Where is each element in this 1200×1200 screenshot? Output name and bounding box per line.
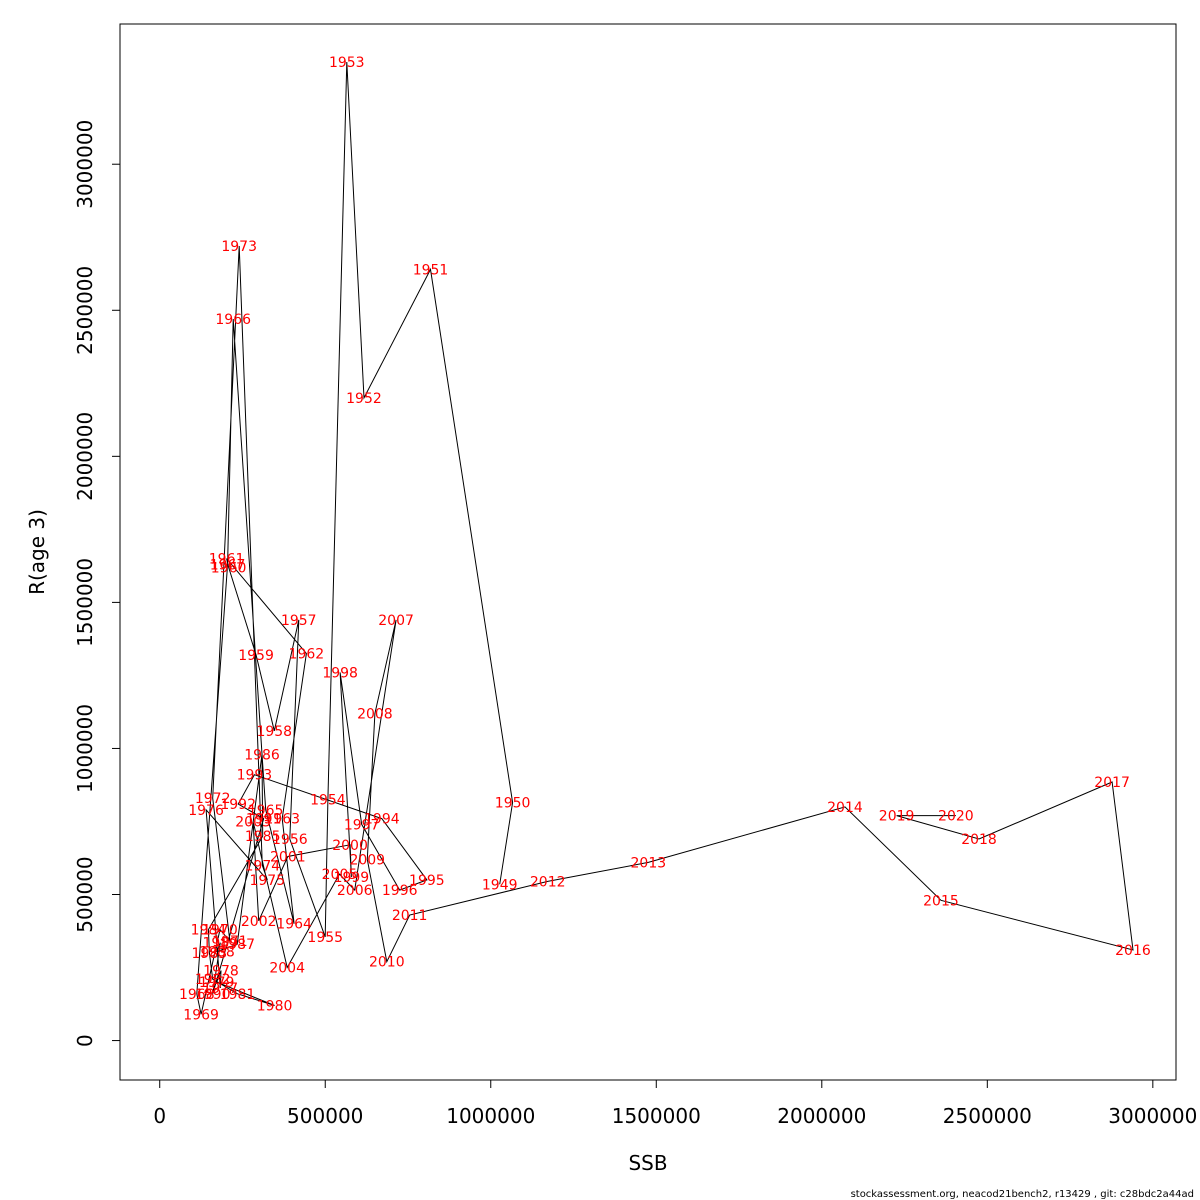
y-tick-label: 1000000 — [73, 704, 97, 793]
year-label-1993: 1993 — [237, 768, 273, 784]
year-label-1990: 1990 — [195, 987, 231, 1003]
y-tick-label: 500000 — [73, 856, 97, 932]
year-label-1959: 1959 — [238, 648, 274, 664]
year-label-2016: 2016 — [1115, 943, 1151, 959]
year-label-2001: 2001 — [270, 850, 306, 866]
year-label-2008: 2008 — [357, 706, 393, 722]
year-label-1963: 1963 — [264, 812, 300, 828]
year-label-1997: 1997 — [344, 817, 380, 833]
year-label-1956: 1956 — [272, 832, 308, 848]
year-label-1984: 1984 — [191, 923, 227, 939]
year-label-1960: 1960 — [211, 560, 247, 576]
year-label-1964: 1964 — [276, 917, 312, 933]
year-label-1958: 1958 — [256, 724, 292, 740]
year-label-1975: 1975 — [249, 873, 285, 889]
y-tick-label: 3000000 — [73, 120, 97, 209]
year-label-1973: 1973 — [221, 239, 257, 255]
year-label-1961: 1961 — [209, 552, 245, 568]
year-label-1996: 1996 — [382, 883, 418, 899]
year-label-2015: 2015 — [923, 893, 959, 909]
year-label-1953: 1953 — [329, 55, 365, 71]
x-axis: 0 500000 1000000 1500000 2000000 2500000 30000… — [153, 1079, 1197, 1128]
year-label-2000: 2000 — [332, 838, 368, 854]
year-label-1976: 1976 — [188, 803, 224, 819]
year-label-1955: 1955 — [307, 930, 343, 946]
year-label-1970: 1970 — [202, 923, 238, 939]
year-label-2019: 2019 — [879, 809, 915, 825]
year-label-1969: 1969 — [183, 1007, 219, 1023]
year-label-1986: 1986 — [244, 747, 280, 763]
x-tick-label: 2000000 — [777, 1104, 866, 1128]
year-label-2011: 2011 — [392, 908, 428, 924]
x-tick-label: 500000 — [287, 1104, 363, 1128]
x-axis-title: SSB — [628, 1151, 667, 1175]
year-label-1982: 1982 — [195, 972, 231, 988]
y-axis: 0 500000 1000000 1500000 2000000 2500000 30000… — [73, 120, 121, 1047]
year-label-2018: 2018 — [961, 832, 997, 848]
year-label-1998: 1998 — [322, 665, 358, 681]
year-label-2012: 2012 — [530, 874, 566, 890]
year-label-1972: 1972 — [195, 791, 231, 807]
x-tick-label: 1500000 — [612, 1104, 701, 1128]
footer-text: stockassessment.org, neacod21bench2, r13… — [851, 1189, 1194, 1200]
year-label-2006: 2006 — [337, 883, 373, 899]
year-label-2017: 2017 — [1094, 775, 1130, 791]
year-label-2003: 2003 — [235, 814, 271, 830]
y-tick-label: 2500000 — [73, 266, 97, 355]
year-label-1987: 1987 — [219, 937, 255, 953]
year-label-2014: 2014 — [827, 800, 863, 816]
year-label-1979: 1979 — [199, 975, 235, 991]
year-label-1968: 1968 — [179, 987, 215, 1003]
year-label-1949: 1949 — [482, 877, 518, 893]
year-label-1966: 1966 — [215, 312, 251, 328]
year-label-1992: 1992 — [220, 797, 256, 813]
year-label-1967: 1967 — [210, 557, 246, 573]
x-tick-label: 3000000 — [1108, 1104, 1197, 1128]
year-label-1965: 1965 — [248, 803, 284, 819]
x-tick-label: 1000000 — [446, 1104, 535, 1128]
series-line — [196, 61, 1134, 1015]
year-label-2013: 2013 — [631, 855, 667, 871]
year-label-1954: 1954 — [310, 793, 346, 809]
year-label-1971: 1971 — [212, 934, 248, 950]
year-label-1995: 1995 — [409, 873, 445, 889]
y-tick-label: 2000000 — [73, 412, 97, 501]
year-label-2005: 2005 — [322, 867, 358, 883]
year-label-1952: 1952 — [346, 391, 382, 407]
year-label-1980: 1980 — [257, 999, 293, 1015]
year-label-1981: 1981 — [220, 987, 256, 1003]
y-axis-title: R(age 3) — [25, 509, 49, 595]
year-label-2002: 2002 — [241, 914, 277, 930]
y-tick-label: 0 — [73, 1034, 97, 1047]
year-label-1957: 1957 — [281, 613, 317, 629]
x-tick-label: 2500000 — [943, 1104, 1032, 1128]
y-tick-label: 1500000 — [73, 558, 97, 647]
year-label-1962: 1962 — [289, 647, 325, 663]
year-label-1950: 1950 — [495, 795, 531, 811]
year-label-1999: 1999 — [334, 870, 370, 886]
year-label-1978: 1978 — [203, 963, 239, 979]
year-label-2004: 2004 — [269, 961, 305, 977]
point-labels: 1949 1950 1951 1952 1953 1954 1955 1956 1957 1958… — [179, 55, 1151, 1023]
x-tick-label: 0 — [153, 1104, 166, 1128]
year-label-1977: 1977 — [202, 981, 238, 997]
year-label-1974: 1974 — [245, 858, 281, 874]
year-label-1988: 1988 — [199, 944, 235, 960]
year-label-1994: 1994 — [364, 812, 400, 828]
year-label-1989: 1989 — [202, 936, 238, 952]
year-label-1951: 1951 — [413, 262, 449, 278]
year-label-2020: 2020 — [938, 809, 974, 825]
year-label-1991: 1991 — [246, 812, 282, 828]
year-label-2009: 2009 — [349, 852, 385, 868]
year-label-1983: 1983 — [192, 946, 228, 962]
year-label-2010: 2010 — [369, 955, 405, 971]
year-label-1985: 1985 — [245, 829, 281, 845]
year-label-2007: 2007 — [378, 613, 414, 629]
